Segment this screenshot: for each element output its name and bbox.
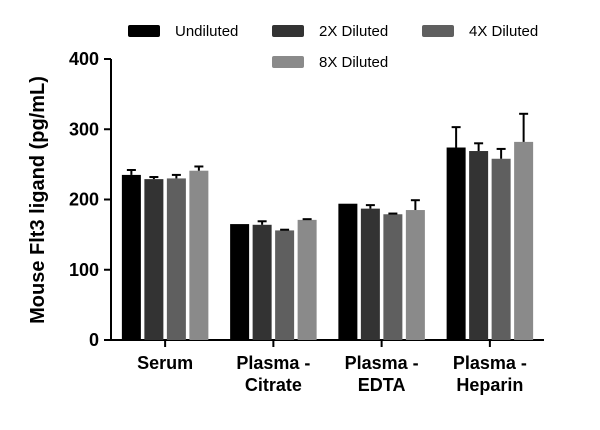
bar [491, 158, 511, 340]
legend-label: 2X Diluted [319, 23, 388, 40]
y-tick-label: 400 [69, 49, 99, 69]
y-axis-label: Mouse Flt3 ligand (pg/mL) [27, 76, 49, 324]
x-tick-label: Plasma - [453, 353, 527, 373]
y-tick-label: 300 [69, 119, 99, 139]
x-tick-label: EDTA [358, 375, 406, 395]
bar [121, 174, 141, 340]
legend-label: 8X Diluted [319, 54, 388, 71]
bar [405, 210, 425, 340]
bar [469, 151, 489, 340]
bar [252, 224, 272, 340]
legend-label: 4X Diluted [469, 23, 538, 40]
bar [297, 219, 317, 340]
bar [360, 208, 380, 340]
x-tick-label: Citrate [245, 375, 302, 395]
legend-label: Undiluted [175, 23, 238, 40]
bar [189, 170, 209, 340]
x-tick-label: Plasma - [236, 353, 310, 373]
bar [144, 179, 164, 340]
x-tick-label: Plasma - [345, 353, 419, 373]
bar [383, 214, 403, 340]
bars [121, 112, 534, 340]
y-tick-label: 0 [89, 330, 99, 350]
legend-swatch [422, 25, 454, 37]
legend-swatch [128, 25, 160, 37]
bar [446, 147, 466, 340]
y-axis: 0 100 200 300 400 [69, 49, 112, 350]
bar [275, 230, 295, 340]
legend: Undiluted 2X Diluted 4X Diluted 8X Diluted [128, 23, 538, 71]
y-tick-label: 200 [69, 190, 99, 210]
bar [514, 141, 534, 340]
bar [230, 224, 250, 340]
x-tick-label: Heparin [456, 375, 523, 395]
bar [166, 178, 186, 340]
y-tick-label: 100 [69, 260, 99, 280]
legend-swatch [272, 56, 304, 68]
x-tick-label: Serum [137, 353, 193, 373]
bar [338, 203, 358, 340]
legend-swatch [272, 25, 304, 37]
